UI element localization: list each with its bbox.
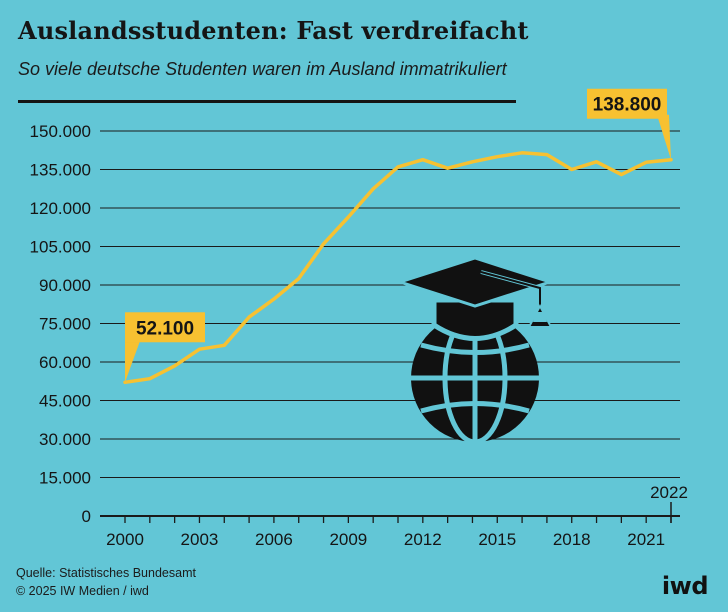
value-callout: 52.100 bbox=[125, 312, 205, 383]
x-tick-label: 2018 bbox=[553, 530, 591, 549]
y-tick-label: 45.000 bbox=[39, 392, 91, 411]
chart-subtitle: So viele deutsche Studenten waren im Aus… bbox=[18, 59, 507, 79]
x-tick-label: 2012 bbox=[404, 530, 442, 549]
x-tick-label: 2021 bbox=[627, 530, 665, 549]
iwd-logo: iwd bbox=[661, 572, 709, 600]
y-tick-label: 90.000 bbox=[39, 276, 91, 295]
y-tick-label: 60.000 bbox=[39, 353, 91, 372]
callout-box bbox=[125, 312, 205, 343]
graduation-globe-icon bbox=[395, 256, 555, 445]
x-tick-label-last: 2022 bbox=[650, 483, 688, 502]
callout-pointer bbox=[125, 338, 141, 383]
y-tick-label: 15.000 bbox=[39, 469, 91, 488]
value-callout: 138.800 bbox=[587, 88, 671, 160]
data-label: 52.100 bbox=[136, 318, 194, 339]
y-tick-label: 120.000 bbox=[30, 199, 91, 218]
x-tick-label: 2009 bbox=[329, 530, 367, 549]
chart-title: Auslandsstudenten: Fast verdreifacht bbox=[18, 16, 529, 45]
y-tick-label: 150.000 bbox=[30, 122, 91, 141]
x-tick-label: 2015 bbox=[478, 530, 516, 549]
y-tick-label: 135.000 bbox=[30, 161, 91, 180]
copyright-note: © 2025 IW Medien / iwd bbox=[16, 584, 149, 598]
series-line bbox=[123, 151, 673, 385]
x-tick-label: 2000 bbox=[106, 530, 144, 549]
callout-pointer bbox=[657, 114, 671, 160]
x-tick-label: 2006 bbox=[255, 530, 293, 549]
y-tick-label: 75.000 bbox=[39, 315, 91, 334]
y-tick-label: 0 bbox=[82, 507, 91, 526]
x-tick-label: 2003 bbox=[181, 530, 219, 549]
data-label: 138.800 bbox=[593, 95, 662, 116]
callout-box bbox=[587, 88, 667, 119]
title-rule bbox=[18, 100, 516, 103]
y-tick-label: 105.000 bbox=[30, 238, 91, 257]
y-tick-label: 30.000 bbox=[39, 430, 91, 449]
source-note: Quelle: Statistisches Bundesamt bbox=[16, 566, 196, 580]
